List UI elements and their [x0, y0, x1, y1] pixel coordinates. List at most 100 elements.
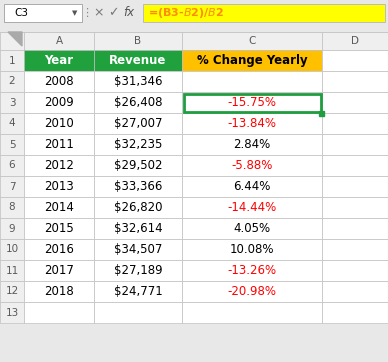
- Bar: [322, 155, 388, 176]
- Text: 2.84%: 2.84%: [233, 138, 270, 151]
- Bar: [182, 92, 322, 113]
- Text: 5: 5: [9, 139, 15, 150]
- Bar: [143, 4, 385, 22]
- Bar: [24, 113, 94, 134]
- Text: $27,007: $27,007: [114, 117, 162, 130]
- Text: $24,771: $24,771: [114, 285, 162, 298]
- Bar: [182, 197, 322, 218]
- Bar: [182, 134, 322, 155]
- Text: 2015: 2015: [44, 222, 74, 235]
- Text: 13: 13: [5, 307, 19, 317]
- Bar: [322, 197, 388, 218]
- Text: 4.05%: 4.05%: [234, 222, 270, 235]
- Bar: [94, 197, 182, 218]
- Bar: [0, 302, 24, 323]
- Text: ✓: ✓: [108, 7, 118, 20]
- Text: -20.98%: -20.98%: [227, 285, 277, 298]
- Bar: [94, 32, 182, 50]
- Bar: [24, 218, 94, 239]
- Text: -13.84%: -13.84%: [227, 117, 277, 130]
- Text: 4: 4: [9, 118, 15, 129]
- Bar: [182, 155, 322, 176]
- Bar: [24, 239, 94, 260]
- Text: fx: fx: [123, 7, 135, 20]
- Text: -15.75%: -15.75%: [227, 96, 277, 109]
- Bar: [182, 281, 322, 302]
- Text: =(B3-$B$2)/$B$2: =(B3-$B$2)/$B$2: [148, 6, 224, 20]
- Bar: [24, 260, 94, 281]
- Text: B: B: [134, 36, 142, 46]
- Bar: [94, 281, 182, 302]
- Bar: [0, 218, 24, 239]
- Bar: [0, 197, 24, 218]
- Bar: [24, 32, 94, 50]
- Bar: [94, 176, 182, 197]
- Text: ▼: ▼: [72, 10, 78, 16]
- Bar: [24, 92, 94, 113]
- Text: 2013: 2013: [44, 180, 74, 193]
- Bar: [0, 260, 24, 281]
- Bar: [94, 155, 182, 176]
- Bar: [322, 260, 388, 281]
- Bar: [0, 134, 24, 155]
- Text: ×: ×: [94, 7, 104, 20]
- Bar: [24, 155, 94, 176]
- Text: $31,346: $31,346: [114, 75, 162, 88]
- Text: -14.44%: -14.44%: [227, 201, 277, 214]
- Text: $33,366: $33,366: [114, 180, 162, 193]
- Text: Revenue: Revenue: [109, 54, 167, 67]
- Bar: [322, 71, 388, 92]
- Bar: [0, 92, 24, 113]
- Bar: [94, 92, 182, 113]
- Bar: [24, 134, 94, 155]
- Text: 2014: 2014: [44, 201, 74, 214]
- Bar: [94, 113, 182, 134]
- Polygon shape: [8, 32, 22, 46]
- Text: 2010: 2010: [44, 117, 74, 130]
- Text: 2017: 2017: [44, 264, 74, 277]
- Text: 2: 2: [9, 76, 15, 87]
- Bar: [24, 197, 94, 218]
- Text: $26,820: $26,820: [114, 201, 162, 214]
- Text: 2008: 2008: [44, 75, 74, 88]
- Bar: [0, 155, 24, 176]
- Text: 6: 6: [9, 160, 15, 171]
- Text: 12: 12: [5, 286, 19, 296]
- Bar: [182, 218, 322, 239]
- Bar: [94, 260, 182, 281]
- Bar: [322, 92, 388, 113]
- Bar: [94, 302, 182, 323]
- Bar: [182, 260, 322, 281]
- Bar: [322, 218, 388, 239]
- Text: $32,235: $32,235: [114, 138, 162, 151]
- Text: ⋮: ⋮: [81, 8, 93, 18]
- Bar: [0, 281, 24, 302]
- Bar: [94, 218, 182, 239]
- Bar: [24, 176, 94, 197]
- Bar: [0, 71, 24, 92]
- Text: Year: Year: [45, 54, 74, 67]
- Bar: [322, 32, 388, 50]
- Text: 9: 9: [9, 223, 15, 233]
- Text: $34,507: $34,507: [114, 243, 162, 256]
- Text: 2018: 2018: [44, 285, 74, 298]
- Bar: [94, 239, 182, 260]
- Bar: [0, 239, 24, 260]
- Bar: [319, 110, 324, 115]
- Bar: [322, 281, 388, 302]
- Bar: [94, 134, 182, 155]
- Text: A: A: [55, 36, 62, 46]
- Text: 10: 10: [5, 244, 19, 254]
- Bar: [322, 239, 388, 260]
- Text: C3: C3: [14, 8, 28, 18]
- Bar: [182, 113, 322, 134]
- Bar: [182, 176, 322, 197]
- Bar: [182, 32, 322, 50]
- Text: 8: 8: [9, 202, 15, 212]
- Text: 7: 7: [9, 181, 15, 191]
- Text: 2016: 2016: [44, 243, 74, 256]
- Bar: [182, 239, 322, 260]
- Text: $32,614: $32,614: [114, 222, 162, 235]
- Text: $26,408: $26,408: [114, 96, 162, 109]
- Bar: [322, 176, 388, 197]
